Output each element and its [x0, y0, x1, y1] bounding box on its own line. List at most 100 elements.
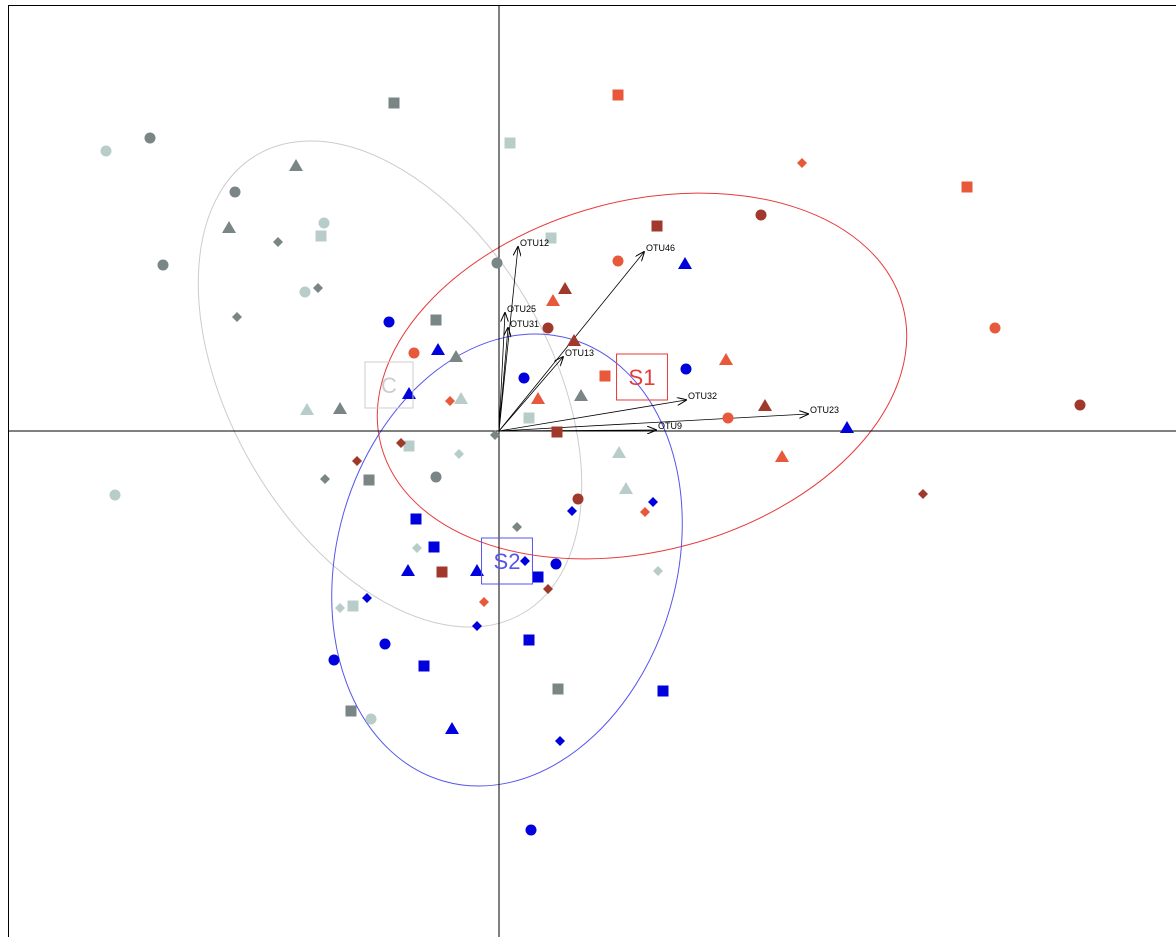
point — [989, 322, 1001, 334]
point — [430, 471, 442, 483]
point — [362, 593, 372, 603]
point — [612, 446, 626, 458]
point — [401, 564, 415, 576]
point — [352, 456, 362, 466]
point — [523, 412, 535, 424]
point — [328, 654, 340, 666]
point — [550, 558, 562, 570]
point — [545, 232, 557, 244]
point — [396, 438, 406, 448]
class-box — [616, 353, 668, 401]
point — [383, 316, 395, 328]
point — [431, 343, 445, 355]
point — [755, 209, 767, 221]
point — [551, 426, 563, 438]
point — [430, 314, 442, 326]
arrow-label: OTU25 — [507, 304, 536, 314]
point — [109, 489, 121, 501]
point — [479, 597, 489, 607]
point — [657, 685, 669, 697]
point — [318, 217, 330, 229]
point — [543, 584, 553, 594]
arrow-label: OTU23 — [810, 405, 839, 415]
point — [144, 132, 156, 144]
point — [412, 543, 422, 553]
point — [775, 450, 789, 462]
point — [722, 412, 734, 424]
point — [347, 600, 359, 612]
point — [445, 396, 455, 406]
point — [518, 372, 530, 384]
point — [470, 564, 484, 576]
class-label: S2 — [494, 549, 521, 574]
point — [454, 449, 464, 459]
point — [299, 286, 311, 298]
point — [100, 145, 112, 157]
point — [558, 282, 572, 294]
point — [567, 334, 581, 346]
point — [599, 370, 611, 382]
point — [313, 283, 323, 293]
point — [418, 660, 430, 672]
arrow — [498, 414, 808, 432]
point — [379, 638, 391, 650]
point — [918, 489, 928, 499]
class-label: S1 — [629, 365, 656, 390]
point — [520, 556, 530, 566]
arrow-label: OTU12 — [520, 238, 549, 248]
point — [651, 220, 663, 232]
point — [449, 350, 463, 362]
point — [454, 392, 468, 404]
point — [574, 389, 588, 401]
ellipse-c — [197, 140, 583, 628]
point — [555, 736, 565, 746]
point — [320, 474, 330, 484]
point — [572, 493, 584, 505]
point — [719, 353, 733, 365]
point — [428, 541, 440, 553]
ellipse-s1 — [376, 192, 908, 560]
point — [653, 566, 663, 576]
point — [232, 312, 242, 322]
point — [648, 497, 658, 507]
point — [504, 137, 516, 149]
point — [436, 566, 448, 578]
point — [365, 713, 377, 725]
point — [345, 705, 357, 717]
ellipse-s2 — [331, 333, 683, 787]
class-box — [364, 361, 414, 409]
point — [490, 430, 500, 440]
arrow-label: OTU31 — [510, 319, 539, 329]
point — [612, 89, 624, 101]
point — [612, 255, 624, 267]
point — [797, 158, 807, 168]
point — [315, 230, 327, 242]
arrow — [498, 328, 508, 432]
point — [525, 824, 537, 836]
class-label: C — [381, 373, 397, 398]
point — [567, 506, 577, 516]
point — [523, 634, 535, 646]
frame — [8, 5, 1176, 937]
point — [680, 363, 692, 375]
point — [410, 513, 422, 525]
point — [1074, 399, 1086, 411]
point — [222, 221, 236, 233]
arrow-label: OTU9 — [658, 421, 682, 431]
point — [546, 294, 560, 306]
point — [542, 322, 554, 334]
arrow-label: OTU13 — [565, 348, 594, 358]
point — [273, 237, 283, 247]
point — [532, 571, 544, 583]
arrow-label: OTU46 — [646, 243, 675, 253]
arrow-label: OTU32 — [688, 391, 717, 401]
arrow — [498, 430, 656, 431]
point — [229, 186, 241, 198]
point — [300, 403, 314, 415]
point — [157, 259, 169, 271]
point — [335, 603, 345, 613]
class-box — [481, 537, 533, 585]
point — [445, 722, 459, 734]
arrow — [498, 357, 563, 432]
